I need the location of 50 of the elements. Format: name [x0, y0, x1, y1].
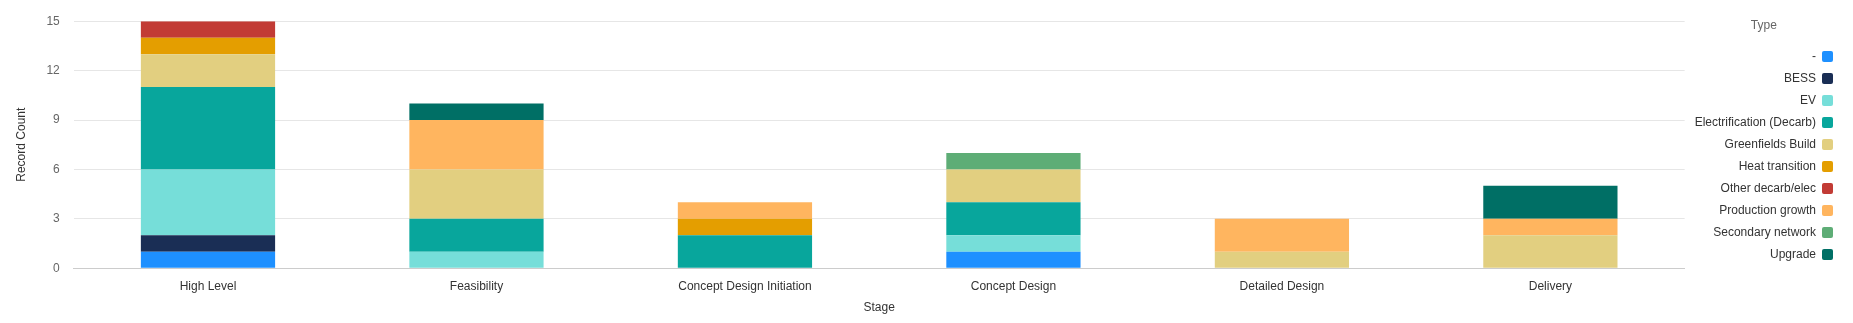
y-tick-label: 12	[46, 62, 61, 77]
y-tick-label: 9	[53, 112, 61, 127]
x-tick-label: Concept Design	[970, 278, 1057, 293]
legend-label: Heat transition	[1738, 158, 1816, 173]
legend-label: Upgrade	[1769, 246, 1817, 261]
bar	[140, 235, 276, 252]
bar	[409, 120, 544, 170]
bar	[946, 235, 1081, 252]
bar	[140, 251, 276, 268]
x-tick-label: Detailed Design	[1239, 278, 1325, 293]
bar	[140, 169, 276, 236]
bar	[946, 169, 1081, 203]
bar	[1214, 251, 1350, 268]
x-tick-label: High Level	[179, 278, 237, 293]
y-tick-label: 6	[53, 161, 61, 176]
bar	[1483, 185, 1618, 219]
bar	[140, 87, 276, 170]
x-tick-label: Concept Design Initiation	[678, 278, 812, 293]
bar	[409, 169, 544, 219]
bar	[409, 103, 544, 120]
bar	[677, 218, 813, 236]
bar	[140, 54, 276, 88]
y-tick-label: 15	[46, 13, 61, 28]
legend-label: BESS	[1783, 70, 1816, 85]
legend-label: Other decarb/elec	[1720, 180, 1816, 195]
y-tick-label: 3	[53, 211, 61, 226]
legend-label: Electrification (Decarb)	[1694, 114, 1816, 129]
legend-label: Production growth	[1719, 202, 1816, 217]
x-tick-label: Delivery	[1528, 278, 1573, 293]
x-axis-title: Stage	[863, 300, 896, 315]
legend-label: EV	[1799, 92, 1816, 107]
bar	[140, 21, 276, 38]
x-tick-label: Feasibility	[449, 278, 504, 293]
bar	[677, 235, 813, 268]
bar	[946, 251, 1081, 268]
bar	[677, 202, 813, 219]
bar	[1483, 218, 1618, 236]
y-axis-title: Record Count	[13, 107, 28, 182]
legend-label: Secondary network	[1713, 224, 1817, 239]
legend-title: Type	[1750, 18, 1778, 33]
bar	[1483, 235, 1618, 268]
y-tick-label: 0	[53, 260, 61, 275]
legend-label: -	[1812, 48, 1816, 63]
bar	[1214, 218, 1350, 252]
bar	[409, 218, 544, 252]
bar	[140, 37, 276, 55]
bar	[409, 251, 544, 268]
bar	[946, 152, 1081, 170]
bar	[946, 202, 1081, 236]
legend-label: Greenfields Build	[1724, 136, 1816, 151]
